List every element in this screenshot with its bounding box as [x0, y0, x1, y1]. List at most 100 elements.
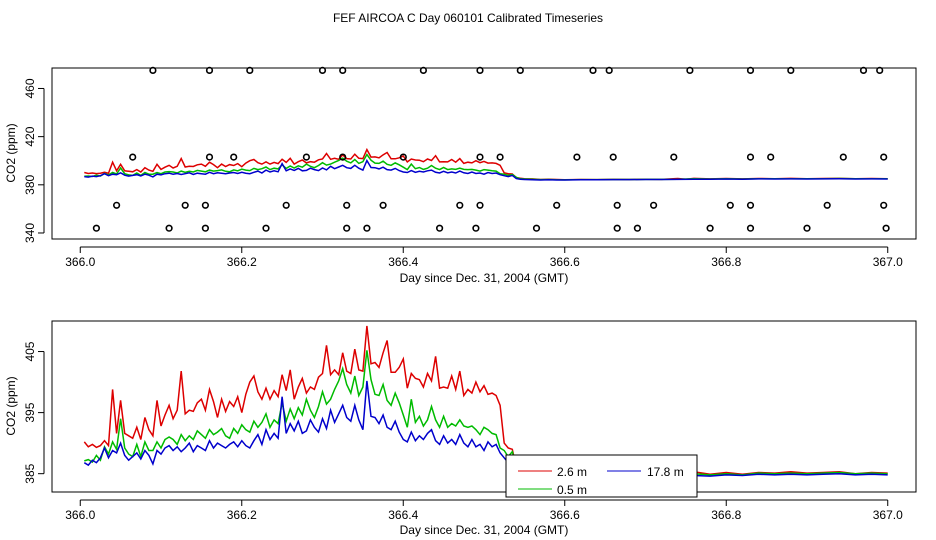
bottom-y-tick-label: 395: [23, 402, 37, 422]
calibration-point: [436, 224, 444, 232]
calibration-point: [419, 66, 428, 74]
legend-label-0-5m: 0.5 m: [557, 483, 587, 497]
calibration-point: [129, 153, 137, 161]
top-series-2-6-m: [84, 147, 888, 181]
calibration-point: [605, 66, 613, 74]
top-x-tick-label: 366.0: [65, 255, 95, 269]
calibration-point: [318, 66, 327, 74]
top-series-group: [84, 147, 888, 181]
calibration-point: [201, 201, 209, 209]
top-x-axis-label: Day since Dec. 31, 2004 (GMT): [400, 271, 569, 285]
calibration-point: [746, 66, 755, 74]
top-calibration-points: [92, 66, 890, 232]
calibration-point: [472, 224, 480, 232]
bottom-plot-frame: [51, 320, 917, 493]
calibration-point: [246, 66, 254, 74]
calibration-point: [149, 66, 157, 74]
calibration-point: [767, 153, 775, 161]
calibration-point: [516, 66, 524, 74]
bottom-x-tick-label: 367.0: [873, 508, 903, 522]
calibration-point: [880, 153, 888, 161]
bottom-series-2-6-m: [83, 325, 888, 480]
calibration-point: [803, 224, 811, 232]
calibration-point: [399, 153, 407, 161]
calibration-point: [201, 224, 209, 232]
calibration-point: [230, 153, 238, 161]
calibration-point: [165, 224, 173, 232]
calibration-point: [746, 224, 755, 232]
bottom-x-tick-label: 366.4: [388, 508, 418, 522]
bottom-x-tick-label: 366.6: [550, 508, 580, 522]
calibration-point: [573, 153, 581, 161]
top-x-tick-label: 366.4: [388, 255, 418, 269]
bottom-y-tick-label: 385: [23, 463, 37, 483]
calibration-point: [613, 201, 621, 209]
legend-label-17-8m: 17.8 m: [647, 465, 684, 479]
calibration-point: [92, 224, 100, 232]
top-x-tick-label: 366.6: [550, 255, 580, 269]
bottom-y-axis-label: CO2 (ppm): [4, 376, 18, 435]
bottom-series-17-8-m: [83, 380, 888, 481]
calibration-point: [787, 66, 795, 74]
calibration-point: [649, 201, 658, 209]
top-panel: 366.0 366.2 366.4 366.6 366.8 367.0 340 380 420…: [4, 66, 917, 285]
calibration-point: [343, 224, 351, 232]
calibration-point: [476, 201, 484, 209]
legend-box: [505, 454, 698, 498]
calibration-point: [205, 66, 214, 74]
calibration-point: [339, 153, 347, 161]
figure-title: FEF AIRCOA C Day 060101 Calibrated Times…: [333, 11, 603, 25]
calibration-point: [112, 201, 121, 209]
top-y-tick-label: 340: [23, 223, 37, 243]
top-series-0-5-m: [84, 153, 888, 181]
calibration-point: [302, 153, 311, 161]
bottom-x-tick-label: 366.0: [65, 508, 95, 522]
calibration-point: [746, 201, 755, 209]
bottom-x-axis: 366.0 366.2 366.4 366.6 366.8 367.0: [65, 499, 903, 522]
top-x-tick-label: 366.8: [711, 255, 741, 269]
calibration-point: [282, 201, 290, 209]
calibration-point: [746, 153, 755, 161]
calibration-point: [613, 224, 621, 232]
calibration-point: [339, 66, 347, 74]
calibration-point: [343, 201, 351, 209]
bottom-y-axis: 385 395 405: [23, 341, 45, 484]
calibration-point: [496, 153, 504, 161]
calibration-point: [670, 153, 678, 161]
calibration-point: [476, 153, 484, 161]
calibration-point: [553, 201, 561, 209]
bottom-panel: 366.0 366.2 366.4 366.6 366.8 367.0 385 395 405…: [4, 320, 917, 537]
calibration-point: [589, 66, 597, 74]
top-series-17-8-m: [84, 158, 888, 181]
top-y-axis-label: CO2 (ppm): [4, 123, 18, 182]
calibration-point: [859, 66, 868, 74]
bottom-series-group: [83, 325, 888, 481]
calibration-point: [880, 201, 888, 209]
legend: 2.6 m 17.8 m 0.5 m: [505, 454, 698, 498]
top-plot-frame: [51, 67, 917, 240]
calibration-point: [379, 201, 387, 209]
calibration-point: [706, 224, 714, 232]
calibration-point: [609, 153, 617, 161]
calibration-point: [205, 153, 214, 161]
top-x-axis: 366.0 366.2 366.4 366.6 366.8 367.0: [65, 246, 903, 269]
top-x-tick-label: 367.0: [873, 255, 903, 269]
calibration-point: [726, 201, 734, 209]
bottom-x-tick-label: 366.8: [711, 508, 741, 522]
calibration-point: [823, 201, 831, 209]
calibration-point: [181, 201, 189, 209]
calibration-point: [839, 153, 847, 161]
legend-label-2-6m: 2.6 m: [557, 465, 587, 479]
calibration-point: [476, 66, 484, 74]
top-y-tick-label: 380: [23, 174, 37, 194]
calibration-point: [686, 66, 694, 74]
calibration-point: [262, 224, 270, 232]
bottom-y-tick-label: 405: [23, 341, 37, 361]
top-x-tick-label: 366.2: [227, 255, 257, 269]
top-y-axis: 340 380 420 460: [23, 78, 45, 243]
top-y-tick-label: 460: [23, 78, 37, 98]
calibration-point: [532, 224, 541, 232]
calibration-point: [876, 66, 884, 74]
calibration-point: [456, 201, 464, 209]
